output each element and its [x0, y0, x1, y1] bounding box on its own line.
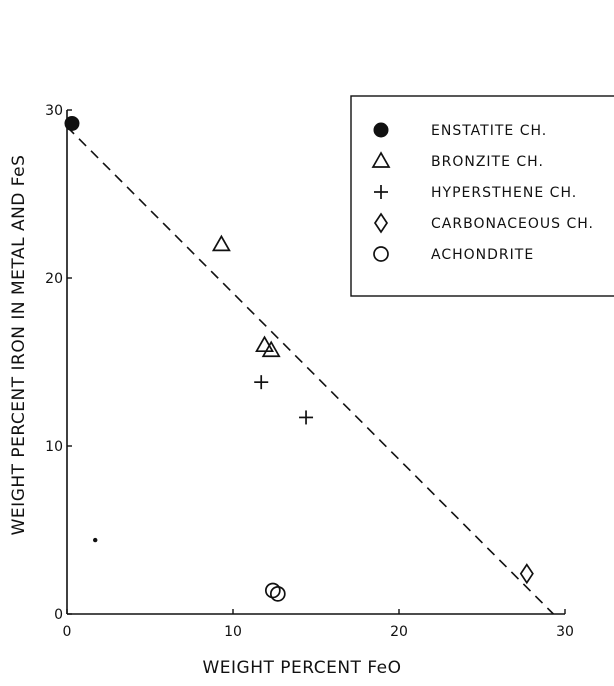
x-tick-label: 20 [390, 624, 408, 640]
legend-label-carbonaceous-ch: CARBONACEOUS CH. [431, 216, 594, 232]
legend-marker-bronzite-ch [371, 151, 391, 168]
point-carbonaceous-ch [519, 563, 534, 585]
x-tick-label: 0 [63, 624, 72, 640]
legend-marker-carbonaceous-ch [373, 212, 389, 234]
legend-label-enstatite-ch: ENSTATITE CH. [431, 123, 547, 139]
point-bronzite-ch [255, 335, 275, 353]
legend-label-achondrite: ACHONDRITE [431, 247, 534, 263]
point-enstatite-ch [64, 115, 80, 131]
x-tick-label: 10 [224, 624, 242, 640]
point-hypersthene-ch [254, 375, 269, 390]
tick-labels: 0 10 20 30 0 10 20 30 [45, 103, 574, 640]
point-achondrite [264, 582, 281, 599]
y-tick-label: 20 [45, 271, 63, 287]
legend: ENSTATITE CH. BRONZITE CH. HYPERSTHENE CH.… [350, 95, 614, 297]
legend-marker-achondrite [373, 246, 389, 262]
y-axis-label: WEIGHT PERCENT IRON IN METAL AND FeS [9, 155, 29, 536]
point-achondrite [269, 585, 286, 602]
y-tick-label: 30 [45, 103, 63, 119]
dashed-reference-line [66, 126, 554, 615]
reference-line-group [66, 126, 554, 615]
x-axis-label: WEIGHT PERCENT FeO [202, 658, 401, 678]
legend-label-bronzite-ch: BRONZITE CH. [431, 154, 544, 170]
legend-box [350, 95, 614, 297]
point-bronzite-ch [211, 234, 231, 252]
legend-marker-hypersthene-ch [374, 185, 388, 199]
axes [66, 110, 565, 615]
y-tick-label: 10 [45, 439, 63, 455]
x-tick-label: 30 [556, 624, 574, 640]
y-tick-label: 0 [54, 607, 63, 623]
stray-dot [93, 537, 98, 543]
legend-label-hypersthene-ch: HYPERSTHENE CH. [431, 185, 577, 201]
point-bronzite-ch [261, 340, 281, 358]
point-hypersthene-ch [299, 410, 314, 425]
data-points [64, 115, 534, 602]
legend-marker-enstatite-ch [373, 122, 389, 138]
